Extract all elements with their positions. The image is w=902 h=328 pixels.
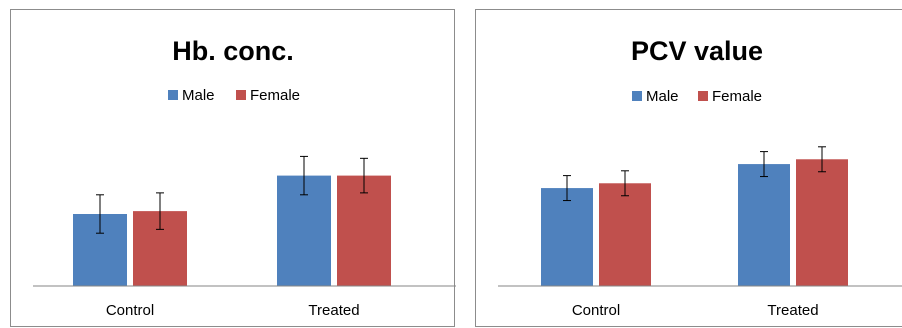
error-bar-male-treated [760,151,768,178]
bar-male-treated [738,164,790,286]
pcv-value-chart: PCV value Male Female Control Treated [498,36,902,319]
error-bar-female-control [621,170,629,197]
bar-female-treated [796,159,848,286]
x-tick-label: Treated [767,302,818,319]
legend-label-male: Male [182,87,215,104]
chart-title: Hb. conc. [172,36,294,66]
x-tick-label: Control [106,302,154,319]
legend-label-female: Female [250,87,300,104]
chart-title: PCV value [631,36,763,66]
error-bar-female-control [156,192,164,230]
legend-swatch-male [168,90,178,100]
legend-label-female: Female [712,88,762,105]
legend-swatch-male [632,91,642,101]
error-bar-female-treated [818,146,826,173]
legend-label-male: Male [646,88,679,105]
bar-female-control [599,183,651,286]
error-bar-male-control [96,194,104,234]
error-bar-male-treated [300,155,308,196]
legend-swatch-female [698,91,708,101]
bar-female-treated [337,175,391,286]
x-tick-label: Treated [308,302,359,319]
error-bar-male-control [563,175,571,202]
error-bar-female-treated [360,157,368,194]
legend-swatch-female [236,90,246,100]
hb-conc-chart-panel: Hb. conc. Male Female Control Treated [10,9,456,327]
pcv-value-chart-panel: PCV value Male Female Control Treated [475,9,902,327]
bar-male-control [541,188,593,286]
x-tick-label: Control [572,302,620,319]
hb-conc-chart: Hb. conc. Male Female Control Treated [33,36,456,319]
